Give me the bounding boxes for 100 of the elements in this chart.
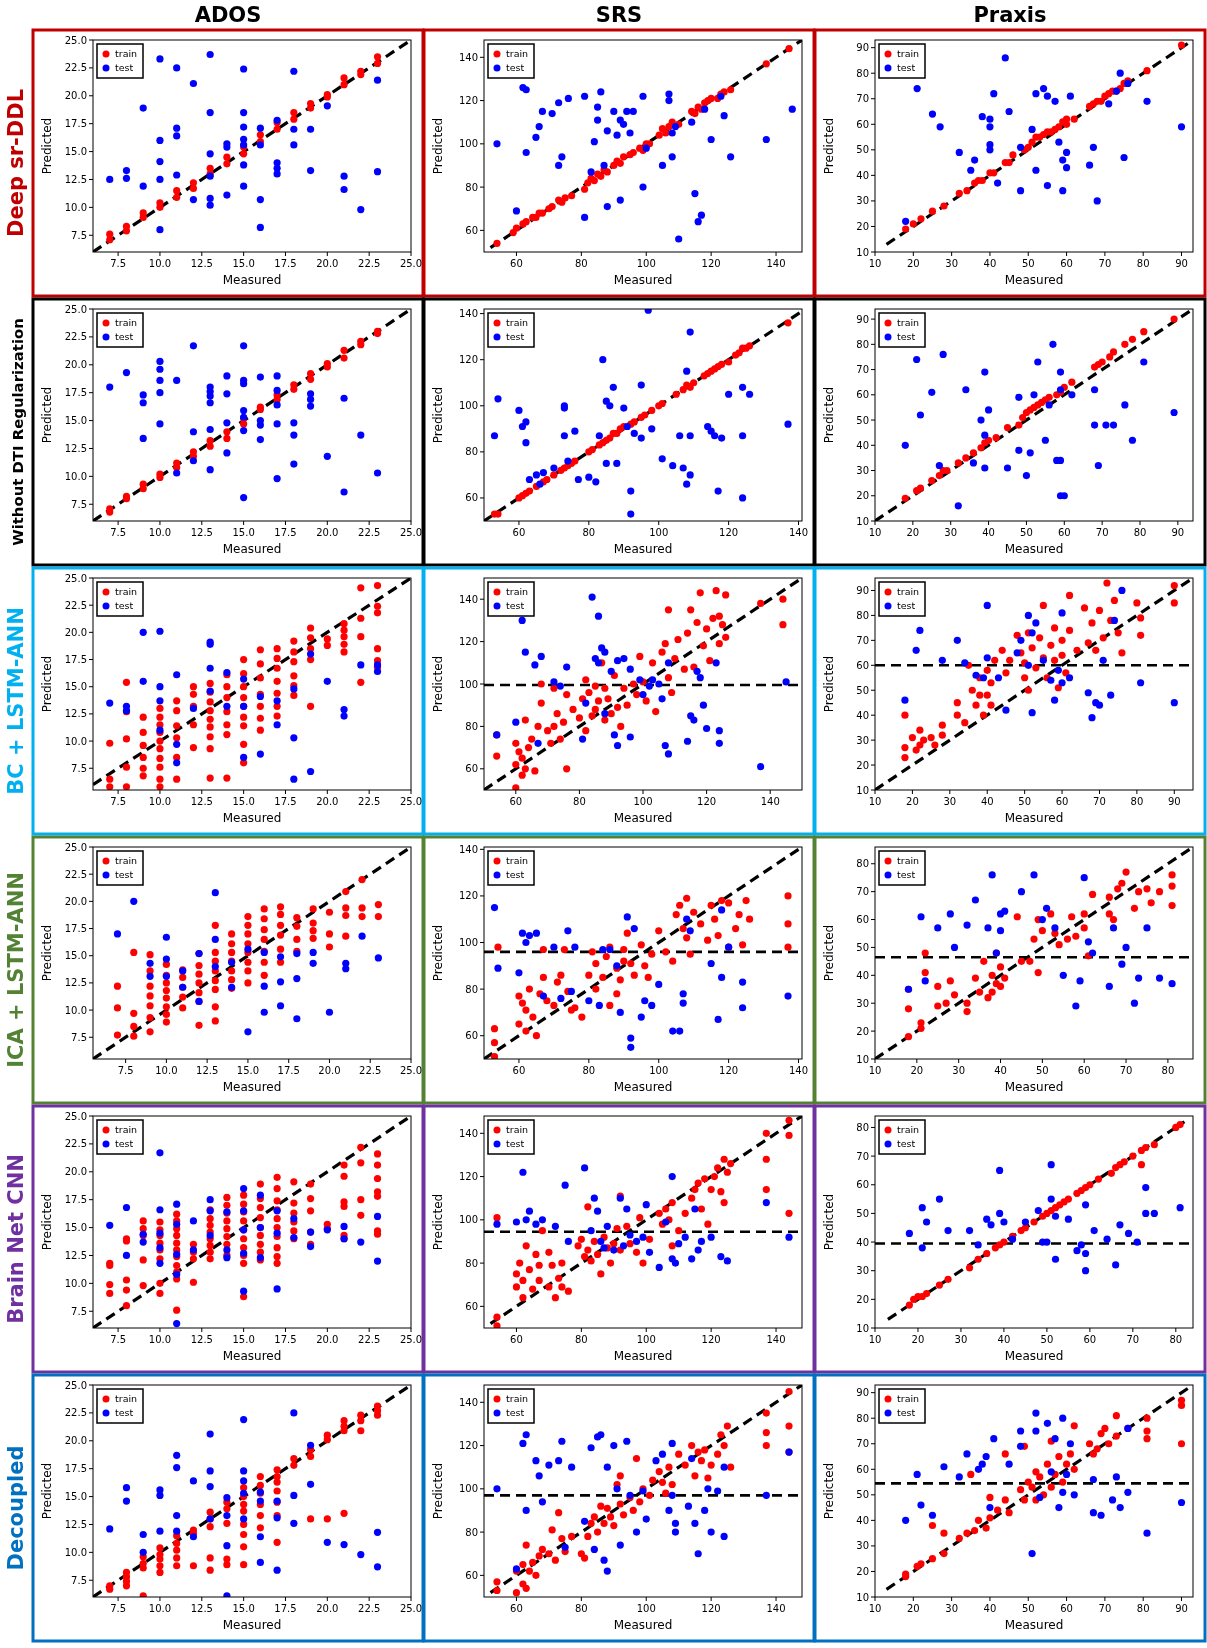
legend-label: train — [115, 586, 138, 598]
x-tick-label: 100 — [636, 258, 656, 269]
y-tick-label: 22.5 — [64, 1407, 87, 1419]
x-tick-label: 90 — [1171, 527, 1185, 538]
y-tick-label: 10 — [856, 515, 869, 527]
y-axis-title: Predicted — [822, 117, 836, 175]
text: BC + LSTM-ANN — [4, 607, 28, 795]
x-tick-label: 70 — [1119, 1065, 1133, 1076]
x-tick-label: 120 — [701, 258, 721, 269]
legend-label: test — [897, 600, 916, 612]
legend-label: train — [897, 586, 920, 598]
x-tick-label: 7.5 — [110, 258, 127, 269]
x-tick-label: 50 — [1020, 527, 1033, 538]
y-tick-label: 50 — [856, 414, 869, 426]
x-tick-label: 20.0 — [316, 527, 339, 538]
legend-label: train — [897, 317, 920, 329]
y-tick-label: 17.5 — [64, 1463, 87, 1475]
legend-label: train — [115, 855, 138, 867]
y-tick-label: 7.5 — [71, 762, 87, 774]
y-tick-label: 60 — [465, 763, 478, 775]
x-tick-label: 10.0 — [155, 1065, 178, 1076]
x-tick-label: 10 — [868, 1334, 882, 1345]
y-tick-label: 30 — [856, 734, 869, 746]
text: Brain Net CNN — [4, 1154, 28, 1324]
legend-label: test — [506, 62, 525, 74]
y-tick-label: 80 — [856, 609, 869, 621]
x-axis-title: Measured — [613, 1618, 673, 1632]
legend-label: test — [897, 869, 916, 881]
y-tick-label: 90 — [856, 1387, 869, 1399]
y-axis-title: Predicted — [431, 655, 445, 713]
y-tick-label: 12.5 — [64, 1249, 87, 1261]
y-tick-label: 10.0 — [64, 470, 87, 482]
y-tick-label: 100 — [458, 138, 478, 150]
y-tick-label: 20 — [856, 490, 869, 502]
chart-title: Praxis — [973, 3, 1047, 27]
y-tick-label: 70 — [856, 93, 869, 105]
y-tick-label: 90 — [856, 584, 869, 596]
y-tick-label: 22.5 — [64, 331, 87, 343]
y-tick-label: 80 — [465, 983, 478, 995]
y-tick-label: 22.5 — [64, 599, 87, 611]
x-tick-label: 20 — [906, 258, 920, 269]
y-tick-label: 90 — [856, 313, 869, 325]
y-tick-label: 15.0 — [64, 1222, 87, 1234]
y-axis-title: Predicted — [40, 1193, 54, 1251]
x-tick-label: 100 — [649, 527, 669, 538]
y-tick-label: 10.0 — [64, 1277, 87, 1289]
y-tick-label: 100 — [458, 1483, 478, 1495]
x-tick-label: 70 — [1098, 258, 1112, 269]
y-tick-label: 20 — [856, 1565, 869, 1577]
x-tick-label: 70 — [1098, 1603, 1112, 1614]
legend-label: train — [506, 317, 529, 329]
x-tick-label: 30 — [945, 1603, 958, 1614]
legend-label: test — [115, 600, 134, 612]
y-tick-label: 140 — [458, 308, 478, 320]
legend-label: test — [897, 1138, 916, 1150]
y-tick-label: 17.5 — [64, 118, 87, 130]
y-tick-label: 80 — [856, 338, 869, 350]
x-tick-label: 12.5 — [190, 796, 213, 807]
x-axis-title: Measured — [1004, 273, 1064, 287]
y-tick-label: 40 — [856, 1236, 869, 1248]
x-tick-label: 70 — [1095, 527, 1109, 538]
y-tick-label: 60 — [856, 1179, 869, 1191]
y-tick-label: 60 — [856, 659, 869, 671]
x-tick-label: 15.0 — [232, 796, 255, 807]
x-tick-label: 140 — [766, 1603, 786, 1614]
text: Deep sr-DDL — [4, 88, 28, 238]
x-axis-title: Measured — [222, 1080, 282, 1094]
text: ICA + LSTM-ANN — [4, 872, 28, 1068]
x-tick-label: 25.0 — [399, 1334, 423, 1345]
y-axis-title: Predicted — [822, 655, 836, 713]
legend-label: test — [115, 869, 134, 881]
x-axis-title: Measured — [222, 542, 282, 556]
x-tick-label: 12.5 — [190, 527, 213, 538]
y-tick-label: 120 — [458, 1171, 478, 1183]
y-tick-label: 30 — [856, 1265, 869, 1277]
x-tick-label: 15.0 — [236, 1065, 260, 1076]
x-tick-label: 50 — [1021, 1603, 1035, 1614]
y-tick-label: 17.5 — [64, 923, 87, 935]
x-tick-label: 50 — [1036, 1065, 1049, 1076]
y-tick-label: 120 — [458, 636, 478, 648]
x-tick-label: 17.5 — [274, 1334, 297, 1345]
x-tick-label: 22.5 — [358, 258, 381, 269]
legend-label: test — [115, 62, 134, 74]
y-axis-title: Predicted — [822, 386, 836, 444]
x-tick-label: 22.5 — [359, 1065, 382, 1076]
y-tick-label: 40 — [856, 439, 869, 451]
x-tick-label: 70 — [1093, 796, 1106, 807]
y-tick-label: 80 — [856, 1412, 869, 1424]
x-tick-label: 120 — [719, 527, 739, 538]
y-tick-label: 12.5 — [64, 173, 87, 185]
x-tick-label: 50 — [1021, 258, 1035, 269]
x-tick-label: 17.5 — [274, 527, 297, 538]
x-tick-label: 22.5 — [358, 1603, 381, 1614]
x-tick-label: 30 — [945, 258, 958, 269]
x-tick-label: 30 — [944, 527, 958, 538]
x-tick-label: 20 — [906, 1603, 920, 1614]
y-tick-label: 30 — [856, 997, 869, 1009]
y-axis-title: Predicted — [40, 1462, 54, 1520]
x-tick-label: 140 — [766, 258, 786, 269]
y-tick-label: 25.0 — [64, 34, 87, 46]
